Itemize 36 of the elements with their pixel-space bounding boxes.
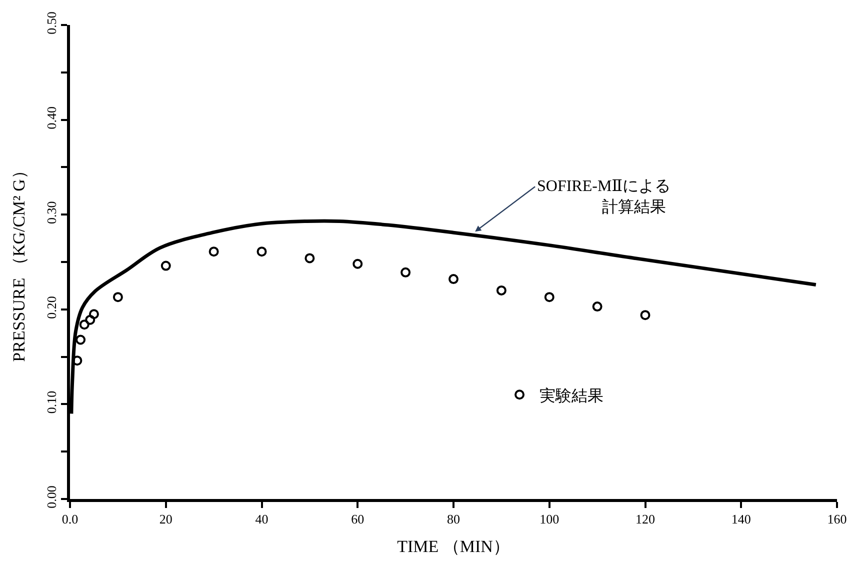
y-tick-label: 0.00 [44, 486, 59, 508]
point [85, 314, 96, 325]
x-tick-label: 140 [731, 512, 751, 527]
point [448, 274, 458, 284]
legend-label: 実験結果 [540, 386, 604, 405]
y-tick-label: 0.20 [44, 296, 59, 319]
x-tick-label: 40 [255, 512, 268, 527]
point [496, 285, 506, 296]
x-tick-label: 60 [351, 512, 364, 527]
annotation: SOFIRE-MⅡによる [537, 178, 671, 195]
x-tick-label: 80 [447, 512, 460, 527]
point [592, 302, 602, 312]
y-tick-label: 0.50 [44, 12, 59, 34]
x-tick-label: 100 [540, 512, 560, 527]
point [256, 246, 267, 257]
point [544, 292, 554, 302]
y-tick-label: 0.30 [44, 201, 59, 224]
point [160, 260, 171, 271]
y-tick-label: 0.40 [44, 106, 59, 130]
point [112, 292, 123, 302]
point [88, 309, 99, 320]
point [304, 253, 315, 264]
y-tick-label: 0.10 [44, 390, 59, 414]
y-axis-title: PRESSURE （KG/CM² G） [9, 162, 28, 362]
x-axis-title: TIME （MIN） [397, 537, 510, 556]
point [79, 320, 90, 330]
point [400, 267, 411, 278]
point [208, 246, 219, 257]
x-tick-label: 120 [636, 512, 655, 527]
annotation: 計算結果 [602, 198, 666, 216]
point [76, 334, 86, 345]
x-tick-label: 20 [159, 512, 172, 527]
x-tick-label: 160 [827, 512, 847, 527]
point [640, 310, 650, 320]
point [352, 258, 363, 269]
x-tick-label: 0.0 [62, 512, 78, 527]
